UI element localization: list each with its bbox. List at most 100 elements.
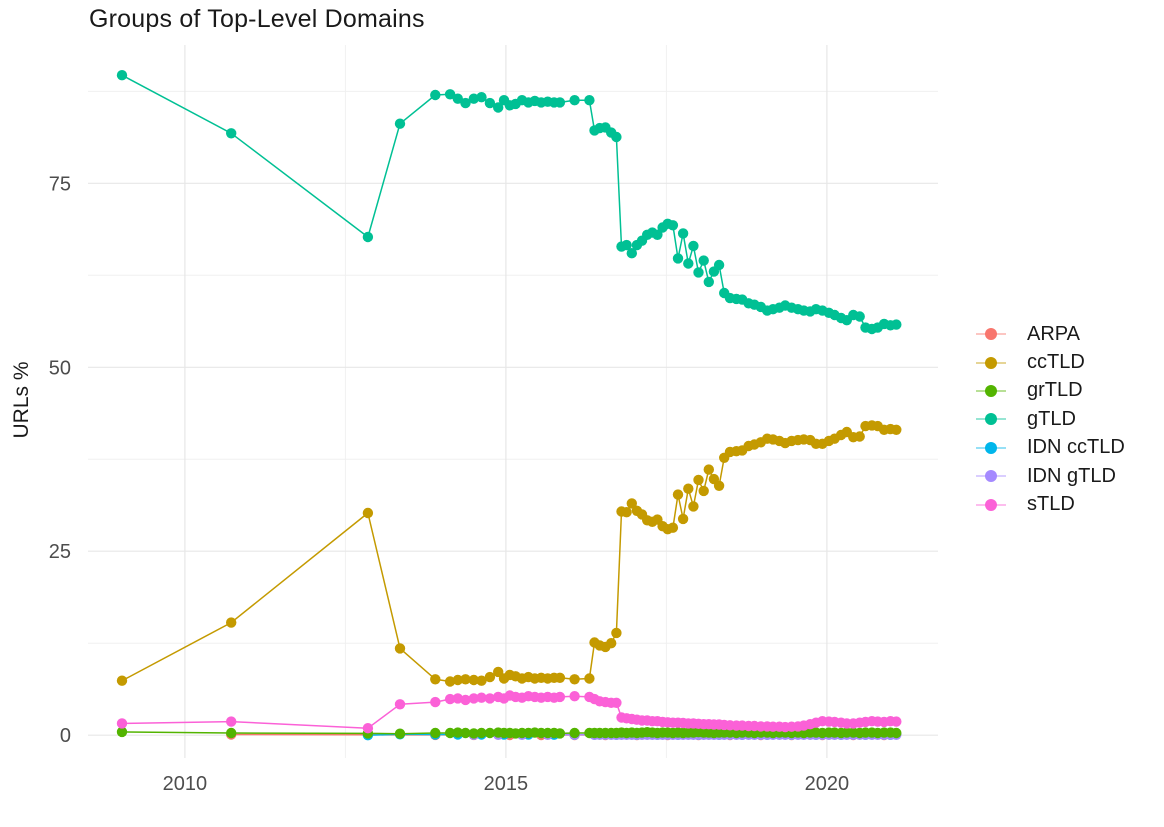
stld-point: [362, 723, 374, 734]
series-grtld: [116, 726, 902, 739]
gtld-point: [693, 267, 704, 278]
cctld-point: [226, 617, 237, 628]
cctld-point: [394, 643, 406, 654]
cctld-point: [698, 485, 709, 497]
cctld-point: [452, 674, 463, 686]
gtld-point: [621, 239, 632, 251]
gtld-legend-key-icon: [976, 413, 1006, 426]
grtld-legend-key-icon: [976, 384, 1006, 397]
gtld-point: [854, 311, 865, 322]
legend-label: IDN gTLD: [1027, 464, 1116, 487]
grtld-point: [468, 728, 479, 739]
series-cctld: [116, 420, 902, 687]
gtld-point: [672, 253, 684, 264]
gridlines-major: [88, 45, 938, 758]
y-axis-labels: 0 25 50 75: [49, 173, 71, 747]
gtld-point: [891, 319, 902, 330]
grtld-point: [554, 728, 566, 739]
stld-point: [444, 693, 456, 705]
gtld-point: [394, 118, 406, 129]
cctld-point: [468, 674, 479, 686]
cctld-point: [116, 675, 128, 686]
gtld-point: [116, 70, 128, 81]
cctld-point: [677, 513, 689, 525]
x-tick-label: 2015: [484, 773, 529, 795]
x-tick-label: 2020: [805, 773, 850, 795]
gtld-point: [688, 240, 699, 252]
cctld-point: [554, 672, 566, 683]
cctld-point: [667, 522, 679, 533]
grtld-point: [452, 727, 463, 738]
legend-label: ccTLD: [1027, 351, 1085, 374]
gtld-point: [652, 229, 663, 240]
stld-point: [476, 692, 487, 703]
x-tick-label: 2010: [163, 773, 208, 795]
y-tick-label: 0: [60, 725, 71, 747]
chart-title: Groups of Top-Level Domains: [89, 5, 425, 33]
legend-item-arpa: ARPA: [975, 320, 1125, 348]
cctld-point: [484, 671, 496, 683]
stld-point: [484, 693, 496, 704]
stld-point: [116, 718, 128, 729]
cctld-point: [713, 480, 725, 491]
stld-point: [554, 691, 566, 703]
gtld-line: [121, 74, 897, 330]
gtld-point: [460, 97, 471, 109]
gtld-point: [698, 255, 709, 266]
grtld-point: [476, 727, 487, 739]
gtld-point: [703, 276, 714, 288]
grtld-point: [394, 728, 406, 739]
gtld-point: [430, 89, 441, 101]
stld-legend-key-icon: [976, 498, 1006, 511]
gtld-point: [554, 97, 566, 108]
stld-point: [891, 716, 902, 727]
gtld-point: [476, 92, 487, 103]
cctld-point: [444, 676, 456, 687]
cctld-point: [584, 673, 595, 684]
cctld-point: [854, 431, 865, 442]
gtld-point: [667, 220, 679, 231]
cctld-point: [688, 501, 699, 512]
gridlines-minor: [88, 45, 938, 758]
legend-item-idn-cctld: IDN ccTLD: [975, 434, 1125, 462]
cctld-point: [611, 627, 622, 639]
grtld-point: [569, 727, 580, 739]
gtld-point: [677, 228, 689, 239]
idn-gtld-legend-key-icon: [976, 470, 1006, 483]
cctld-point: [703, 464, 714, 475]
stld-point: [394, 699, 406, 710]
legend-item-idn-gtld: IDN gTLD: [975, 462, 1125, 490]
stld-point: [452, 693, 463, 704]
legend-label: sTLD: [1027, 493, 1075, 516]
x-axis-labels: 2010 2015 2020: [163, 773, 850, 795]
legend-label: gTLD: [1027, 407, 1076, 430]
cctld-point: [362, 507, 374, 519]
grtld-point: [460, 727, 471, 739]
stld-point: [460, 694, 471, 706]
legend-item-grtld: grTLD: [975, 377, 1125, 405]
y-tick-label: 25: [49, 541, 71, 563]
stld-point: [611, 697, 622, 708]
y-tick-label: 75: [49, 173, 71, 195]
gtld-point: [493, 102, 504, 113]
stld-point: [226, 716, 237, 727]
legend-item-gtld: gTLD: [975, 405, 1125, 433]
gtld-point: [452, 93, 463, 104]
cctld-point: [626, 498, 637, 509]
gtld-point: [362, 231, 374, 243]
stld-point: [468, 693, 479, 704]
cctld-point: [683, 483, 694, 494]
series-stld: [116, 690, 902, 734]
gtld-point: [226, 128, 237, 139]
arpa-legend-key-icon: [976, 328, 1006, 341]
stld-point: [569, 691, 580, 702]
stld-point: [430, 696, 441, 708]
cctld-point: [476, 675, 487, 686]
gtld-point: [484, 97, 496, 109]
gtld-point: [468, 93, 479, 104]
legend-label: IDN ccTLD: [1027, 436, 1125, 459]
cctld-point: [606, 638, 617, 649]
legend-label: ARPA: [1027, 322, 1080, 345]
